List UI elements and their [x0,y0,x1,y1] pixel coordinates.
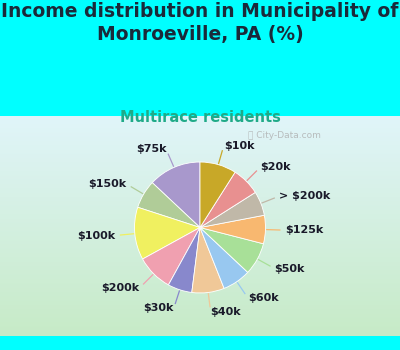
Text: $40k: $40k [211,307,241,317]
Text: Multirace residents: Multirace residents [120,110,280,125]
Wedge shape [200,172,255,228]
Text: $100k: $100k [77,231,115,240]
Wedge shape [152,162,200,228]
Text: $10k: $10k [224,141,254,151]
Text: Income distribution in Municipality of
Monroeville, PA (%): Income distribution in Municipality of M… [1,2,399,44]
Text: ⓘ City-Data.com: ⓘ City-Data.com [248,131,321,140]
Wedge shape [138,183,200,228]
Wedge shape [192,228,224,293]
Text: $150k: $150k [89,179,127,189]
Text: > $200k: > $200k [279,191,330,201]
Wedge shape [200,228,264,272]
Wedge shape [200,193,264,228]
Wedge shape [143,228,200,285]
Text: $50k: $50k [274,264,305,273]
Wedge shape [168,228,200,293]
Text: $30k: $30k [143,303,174,314]
Text: $20k: $20k [260,162,291,172]
Text: $60k: $60k [248,293,278,303]
Wedge shape [200,162,235,228]
Wedge shape [200,215,266,244]
Wedge shape [200,228,248,288]
Wedge shape [134,207,200,259]
Text: $75k: $75k [136,144,166,154]
Text: $125k: $125k [285,225,323,235]
Text: $200k: $200k [102,283,140,293]
